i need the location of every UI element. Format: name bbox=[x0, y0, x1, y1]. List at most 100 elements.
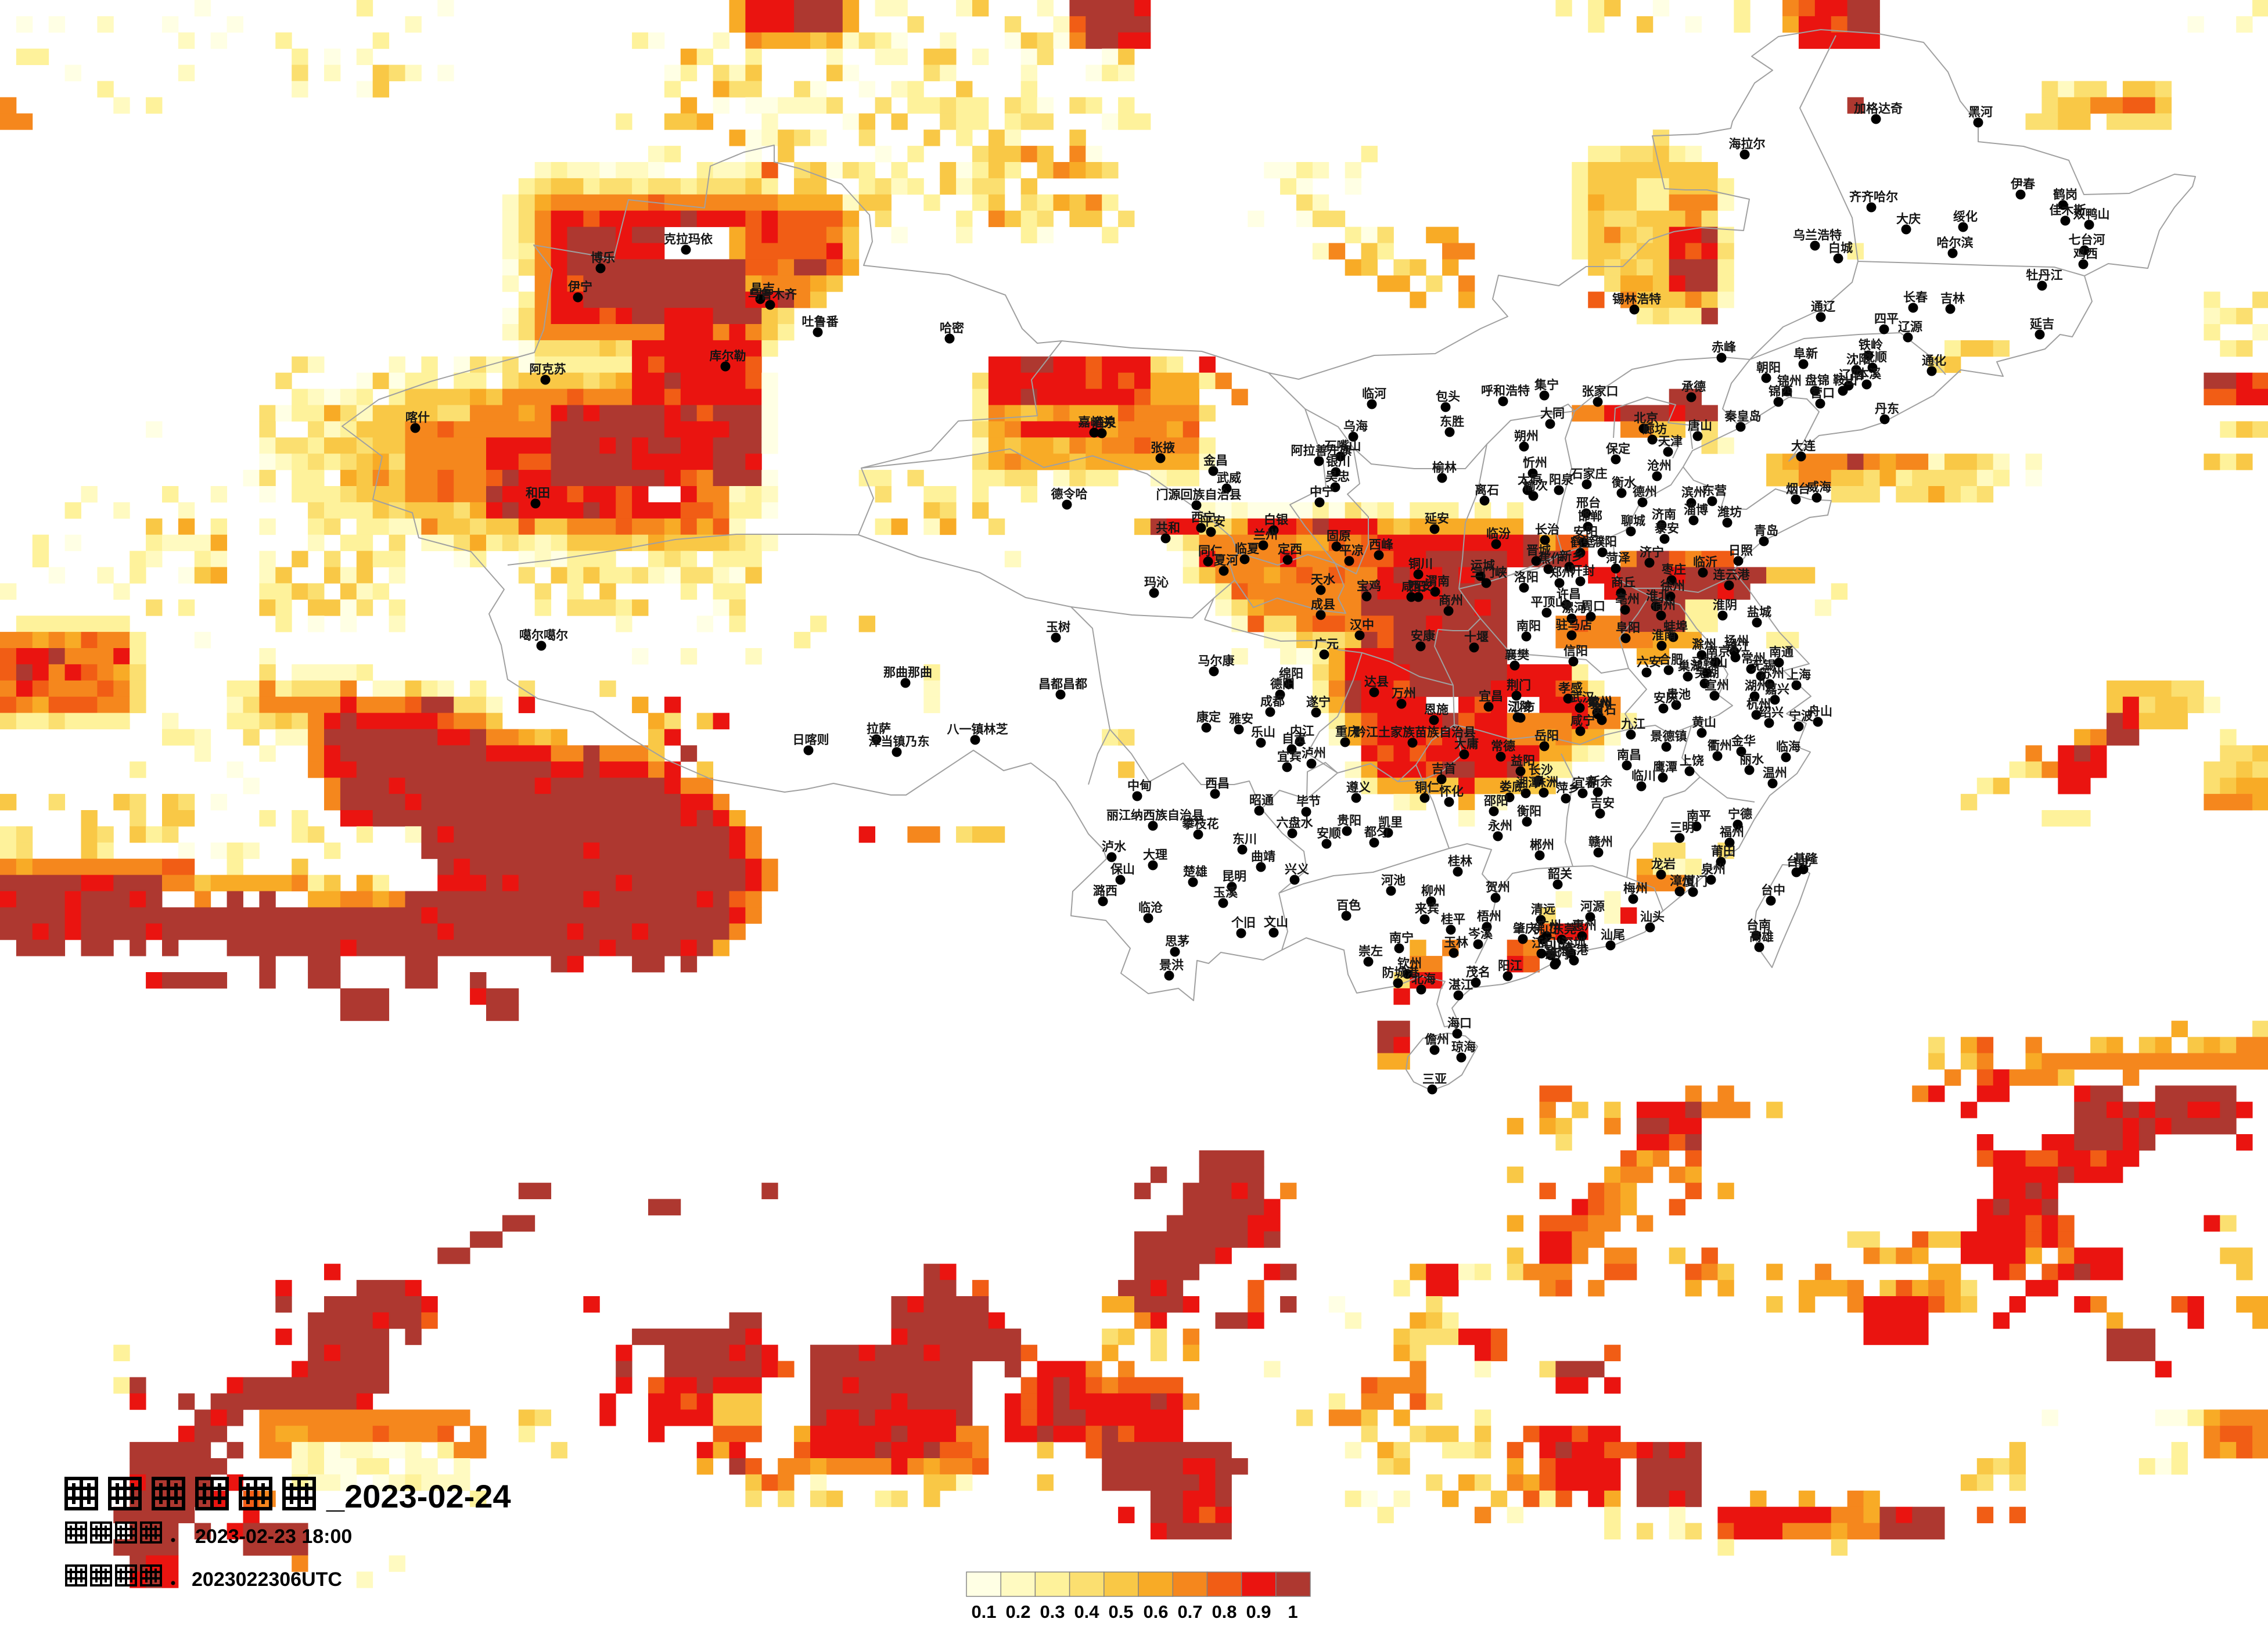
svg-text:三明: 三明 bbox=[1670, 821, 1694, 834]
svg-text:泰安: 泰安 bbox=[1654, 521, 1679, 535]
svg-text:南通: 南通 bbox=[1769, 645, 1793, 659]
svg-text:兰州: 兰州 bbox=[1253, 528, 1278, 542]
svg-text:乌鲁木齐: 乌鲁木齐 bbox=[748, 287, 797, 301]
svg-text:大连: 大连 bbox=[1791, 439, 1816, 453]
svg-text:个旧: 个旧 bbox=[1231, 916, 1256, 930]
svg-text:铜仁: 铜仁 bbox=[1415, 780, 1439, 794]
svg-text:乐山: 乐山 bbox=[1251, 726, 1275, 739]
svg-text:德阳: 德阳 bbox=[1270, 677, 1295, 691]
svg-text:乌兰浩特: 乌兰浩特 bbox=[1793, 228, 1842, 242]
svg-text:雅安: 雅安 bbox=[1229, 712, 1253, 726]
svg-text:许昌: 许昌 bbox=[1557, 587, 1581, 601]
svg-text:太原: 太原 bbox=[1518, 473, 1542, 487]
svg-text:高雄: 高雄 bbox=[1749, 930, 1774, 944]
svg-text:抚顺: 抚顺 bbox=[1863, 351, 1887, 364]
svg-text:六安: 六安 bbox=[1637, 655, 1661, 669]
svg-text:佛山: 佛山 bbox=[1532, 922, 1557, 936]
svg-text:邵阳: 邵阳 bbox=[1483, 794, 1508, 808]
svg-text:库尔勒: 库尔勒 bbox=[710, 349, 746, 363]
svg-text:安康: 安康 bbox=[1411, 629, 1436, 643]
svg-text:大庆: 大庆 bbox=[1896, 212, 1921, 226]
svg-text:吉首: 吉首 bbox=[1432, 762, 1456, 776]
svg-text:日喀则: 日喀则 bbox=[793, 733, 829, 747]
svg-text:中甸: 中甸 bbox=[1127, 779, 1152, 793]
svg-text:舟山: 舟山 bbox=[1808, 704, 1832, 718]
svg-text:克拉玛依: 克拉玛依 bbox=[664, 232, 713, 246]
svg-text:南昌: 南昌 bbox=[1617, 748, 1641, 762]
svg-text:莆田: 莆田 bbox=[1711, 845, 1735, 858]
svg-text:亳州: 亳州 bbox=[1615, 592, 1640, 606]
svg-text:2023-02-23 18:00: 2023-02-23 18:00 bbox=[195, 1526, 352, 1548]
svg-text:恩施: 恩施 bbox=[1424, 703, 1448, 717]
svg-text:济宁: 济宁 bbox=[1640, 545, 1664, 559]
svg-text:防城港: 防城港 bbox=[1382, 966, 1419, 980]
svg-text:石嘴山: 石嘴山 bbox=[1324, 440, 1361, 453]
svg-text:齐齐哈尔: 齐齐哈尔 bbox=[1849, 190, 1898, 204]
svg-text:玛沁: 玛沁 bbox=[1144, 576, 1169, 589]
svg-text:来宾: 来宾 bbox=[1415, 902, 1439, 916]
svg-text:泉州: 泉州 bbox=[1701, 862, 1726, 876]
svg-text:临海: 临海 bbox=[1776, 740, 1800, 754]
svg-text:晋城: 晋城 bbox=[1526, 544, 1551, 557]
svg-text:贵阳: 贵阳 bbox=[1337, 814, 1361, 828]
svg-text:邢台: 邢台 bbox=[1576, 496, 1601, 510]
svg-text:酒泉: 酒泉 bbox=[1092, 416, 1117, 430]
svg-text:株洲: 株洲 bbox=[1534, 775, 1558, 789]
svg-text:秦皇岛: 秦皇岛 bbox=[1724, 409, 1762, 423]
svg-text:滁州: 滁州 bbox=[1692, 638, 1716, 652]
svg-text:延吉: 延吉 bbox=[2029, 318, 2054, 331]
svg-text:濮阳: 濮阳 bbox=[1593, 535, 1617, 549]
svg-text:儋州: 儋州 bbox=[1425, 1033, 1449, 1046]
svg-text:吐鲁番: 吐鲁番 bbox=[802, 315, 839, 329]
svg-text:台北: 台北 bbox=[1787, 855, 1811, 869]
svg-text:0.9: 0.9 bbox=[1246, 1602, 1271, 1622]
svg-text:0.8: 0.8 bbox=[1212, 1602, 1237, 1622]
svg-text:宣州: 宣州 bbox=[1705, 678, 1729, 692]
svg-text:香港: 香港 bbox=[1564, 943, 1589, 957]
svg-text:衡水: 衡水 bbox=[1612, 476, 1637, 490]
svg-text:1: 1 bbox=[1288, 1602, 1297, 1622]
svg-text:西安: 西安 bbox=[1408, 580, 1433, 593]
svg-text:益阳: 益阳 bbox=[1511, 754, 1535, 768]
svg-text:张家口: 张家口 bbox=[1582, 384, 1619, 398]
svg-text:北海: 北海 bbox=[1411, 972, 1436, 986]
svg-text:信阳: 信阳 bbox=[1563, 644, 1588, 658]
svg-text:东莞: 东莞 bbox=[1552, 922, 1576, 936]
svg-text:兴义: 兴义 bbox=[1285, 863, 1309, 876]
svg-text:临沧: 临沧 bbox=[1138, 901, 1163, 915]
svg-text:韶关: 韶关 bbox=[1548, 867, 1572, 881]
svg-text:伊春: 伊春 bbox=[2010, 177, 2036, 191]
svg-text:博乐: 博乐 bbox=[591, 251, 615, 265]
svg-text:潞西: 潞西 bbox=[1093, 884, 1117, 898]
svg-text:芜湖: 芜湖 bbox=[1695, 667, 1719, 680]
svg-text:长春: 长春 bbox=[1903, 290, 1928, 304]
svg-text:阜阳: 阜阳 bbox=[1616, 621, 1640, 635]
svg-text:上饶: 上饶 bbox=[1680, 754, 1704, 768]
svg-text:双鸭山: 双鸭山 bbox=[2073, 207, 2110, 221]
svg-text:台南: 台南 bbox=[1746, 918, 1771, 932]
svg-text:东川: 东川 bbox=[1232, 832, 1257, 846]
svg-text:廊坊: 廊坊 bbox=[1642, 422, 1667, 436]
svg-text:金昌: 金昌 bbox=[1203, 454, 1228, 467]
svg-text:朔州: 朔州 bbox=[1514, 429, 1539, 443]
svg-text:忻州: 忻州 bbox=[1523, 456, 1547, 470]
svg-text:拉萨: 拉萨 bbox=[867, 722, 891, 736]
svg-text:共和: 共和 bbox=[1156, 521, 1180, 535]
svg-text:延安: 延安 bbox=[1424, 512, 1449, 526]
svg-text:西昌: 西昌 bbox=[1205, 777, 1230, 790]
svg-text:咸宁: 咸宁 bbox=[1570, 714, 1595, 728]
svg-text:九江: 九江 bbox=[1620, 718, 1645, 731]
svg-text:咸阳: 咸阳 bbox=[1401, 580, 1426, 593]
svg-text:广元: 广元 bbox=[1314, 637, 1339, 651]
svg-text:哈尔滨: 哈尔滨 bbox=[1937, 236, 1974, 250]
svg-text:海口: 海口 bbox=[1447, 1016, 1472, 1030]
svg-text:锡林浩特: 锡林浩特 bbox=[1612, 292, 1661, 306]
svg-text:都匀: 都匀 bbox=[1364, 825, 1389, 839]
svg-text:绵阳: 绵阳 bbox=[1279, 667, 1303, 681]
svg-text:河池: 河池 bbox=[1381, 874, 1406, 887]
svg-text:潍坊: 潍坊 bbox=[1717, 505, 1742, 519]
svg-text:嘉峪关: 嘉峪关 bbox=[1079, 415, 1115, 429]
svg-text:毕节: 毕节 bbox=[1296, 794, 1321, 808]
svg-text:同仁: 同仁 bbox=[1198, 544, 1223, 558]
svg-text:新乡: 新乡 bbox=[1559, 549, 1584, 563]
